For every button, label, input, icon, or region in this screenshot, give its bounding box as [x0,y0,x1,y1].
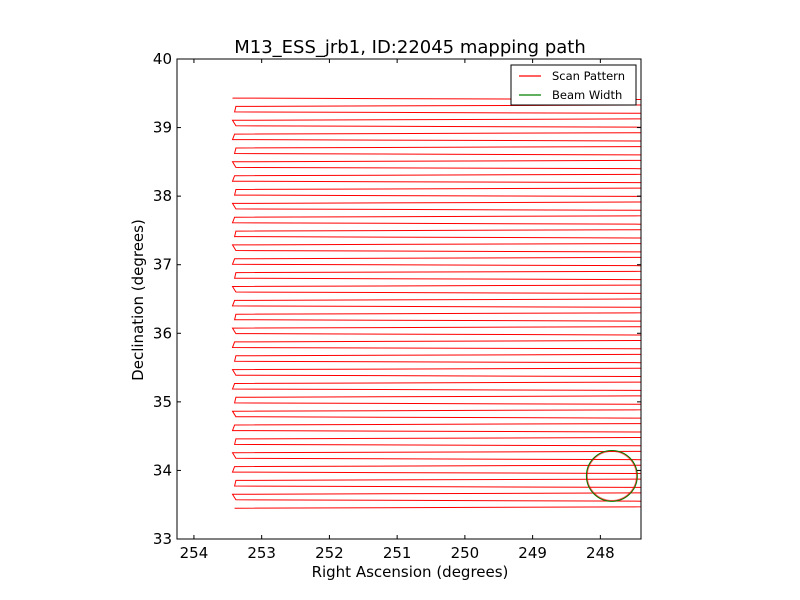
y-tick-label: 36 [153,324,172,342]
y-tick-label: 35 [153,393,172,411]
plot-frame [176,58,642,540]
x-tick-label: 250 [451,544,480,562]
legend-label-scan-pattern: Scan Pattern [552,69,625,83]
x-axis-label: Right Ascension (degrees) [312,563,509,581]
x-tick-label: 253 [247,544,276,562]
x-tick-label: 251 [383,544,412,562]
y-axis-ticks: 33 34 35 36 37 38 39 40 [153,50,641,548]
x-tick-label: 252 [315,544,344,562]
chart-title: M13_ESS_jrb1, ID:22045 mapping path [234,37,586,58]
x-tick-label: 248 [586,544,615,562]
y-tick-label: 40 [153,50,172,68]
scan-pattern-series [231,97,641,509]
plot-area [231,97,641,509]
scan-pattern-line [231,97,641,509]
y-axis-label: Declination (degrees) [129,219,147,381]
y-tick-label: 37 [153,256,172,274]
x-tick-label: 249 [518,544,547,562]
y-tick-label: 39 [153,119,172,137]
x-axis-ticks: 254 253 252 251 250 249 248 [180,59,615,562]
legend: Scan Pattern Beam Width [510,64,637,106]
legend-box [510,64,637,106]
legend-label-beam-width: Beam Width [552,88,622,102]
beam-width-circle-outline [586,450,637,501]
x-tick-label: 254 [180,544,209,562]
y-tick-label: 38 [153,187,172,205]
beam-width-circle [585,449,638,502]
y-tick-label: 34 [153,461,172,479]
y-tick-label: 33 [153,530,172,548]
